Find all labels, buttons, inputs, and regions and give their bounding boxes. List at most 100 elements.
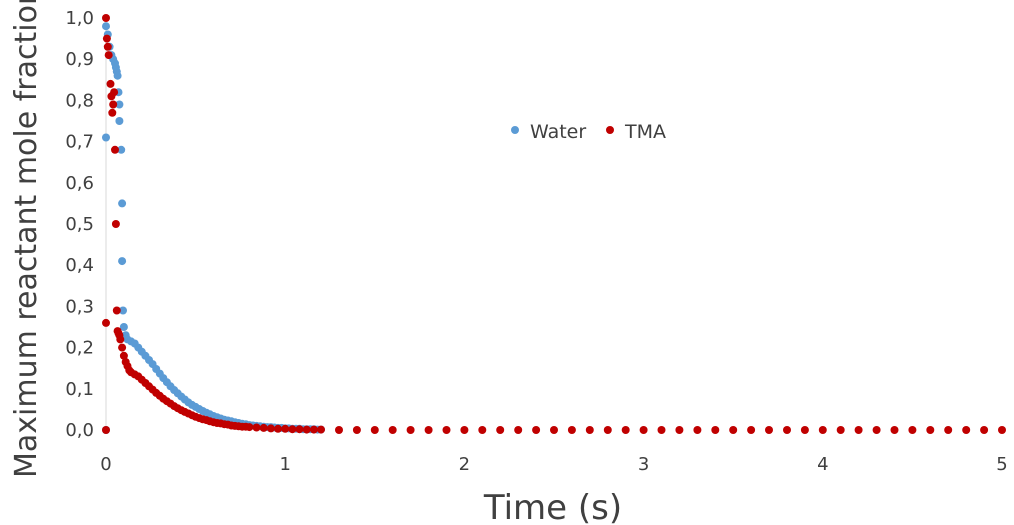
tma-point	[370, 426, 379, 434]
legend-marker-tma	[606, 126, 614, 134]
tma-point	[309, 425, 318, 434]
tma-point	[693, 426, 702, 434]
tma-point	[245, 423, 254, 432]
tma-point	[442, 426, 451, 434]
water-point	[115, 100, 124, 109]
tma-point	[259, 423, 268, 432]
tma-point	[478, 426, 487, 434]
tma-point	[109, 100, 118, 109]
y-tick-label: 0,0	[65, 420, 94, 441]
water-point	[119, 323, 128, 331]
water-point	[117, 145, 126, 154]
tma-point	[639, 426, 648, 434]
water-point	[102, 22, 110, 31]
tma-point	[944, 426, 953, 434]
tma-point	[317, 425, 325, 434]
tma-point	[119, 351, 128, 360]
data-points	[102, 14, 1006, 434]
tma-point	[532, 426, 541, 434]
tma-point	[998, 426, 1006, 434]
x-tick-labels: 0 1 2 3 4 5	[100, 454, 1007, 475]
x-tick-label: 3	[638, 454, 649, 475]
x-tick-label: 5	[996, 454, 1007, 475]
legend-label-tma: TMA	[624, 121, 666, 143]
x-tick-label: 0	[100, 454, 111, 475]
tma-point	[103, 42, 112, 51]
tma-point	[460, 426, 469, 434]
x-tick-label: 1	[279, 454, 290, 475]
water-point	[118, 257, 127, 266]
tma-point	[585, 426, 594, 434]
tma-point	[908, 426, 917, 434]
tma-point	[657, 426, 666, 434]
water-point	[102, 133, 110, 142]
legend-marker-water	[511, 126, 519, 134]
tma-point	[352, 426, 361, 434]
y-tick-label: 0,8	[65, 90, 94, 111]
tma-point	[567, 426, 576, 434]
water-point	[118, 199, 127, 208]
y-tick-label: 0,7	[65, 132, 94, 153]
tma-point	[104, 51, 113, 60]
x-axis-title: Time (s)	[483, 488, 622, 525]
tma-point	[872, 426, 881, 434]
tma-point	[388, 426, 397, 434]
tma-point	[980, 426, 989, 434]
tma-point	[335, 426, 343, 434]
tma-point	[102, 14, 110, 22]
y-tick-label: 0,4	[65, 255, 94, 276]
tma-point	[108, 108, 117, 117]
water-point	[113, 71, 122, 80]
water-point	[119, 306, 127, 315]
tma-point	[111, 145, 119, 154]
tma-point	[836, 426, 845, 434]
tma-point	[926, 426, 935, 434]
tma-point	[962, 426, 971, 434]
tma-point	[106, 79, 115, 88]
water-point	[115, 117, 124, 125]
tma-point	[102, 34, 111, 43]
tma-point	[102, 426, 110, 434]
y-tick-labels: 0,0 0,1 0,2 0,3 0,4 0,5 0,6 0,7 0,8 0,9 1,0	[65, 8, 94, 441]
tma-point	[288, 425, 297, 434]
tma-point	[783, 426, 791, 434]
y-tick-label: 0,5	[65, 214, 94, 235]
series-tma	[102, 14, 1006, 434]
tma-point	[800, 426, 809, 434]
tma-point	[765, 426, 773, 434]
tma-point	[102, 318, 110, 327]
tma-point	[603, 426, 612, 434]
tma-point	[252, 423, 261, 432]
tma-point	[496, 426, 505, 434]
tma-point	[729, 426, 738, 434]
y-axis-title: Maximum reactant mole fraction	[9, 0, 44, 478]
tma-point	[274, 424, 282, 433]
legend-label-water: Water	[530, 121, 586, 143]
tma-point	[621, 426, 630, 434]
tma-point	[295, 425, 304, 434]
legend: Water TMA	[511, 121, 666, 143]
tma-point	[116, 335, 125, 344]
y-tick-label: 0,6	[65, 173, 94, 194]
x-tick-label: 4	[817, 454, 828, 475]
tma-point	[281, 424, 290, 433]
tma-point	[890, 426, 899, 434]
tma-point	[550, 426, 558, 434]
tma-point	[118, 343, 127, 352]
tma-point	[424, 426, 433, 434]
tma-point	[302, 425, 311, 434]
y-tick-label: 0,9	[65, 49, 94, 70]
tma-point	[406, 426, 415, 434]
y-tick-label: 0,1	[65, 379, 94, 400]
tma-point	[112, 306, 121, 315]
tma-point	[675, 426, 684, 434]
y-tick-label: 0,3	[65, 296, 94, 317]
tma-point	[747, 426, 756, 434]
x-tick-label: 2	[459, 454, 470, 475]
y-tick-label: 1,0	[65, 8, 94, 29]
tma-point	[854, 426, 863, 434]
tma-point	[514, 426, 523, 434]
tma-point	[110, 88, 119, 97]
tma-point	[711, 426, 720, 434]
